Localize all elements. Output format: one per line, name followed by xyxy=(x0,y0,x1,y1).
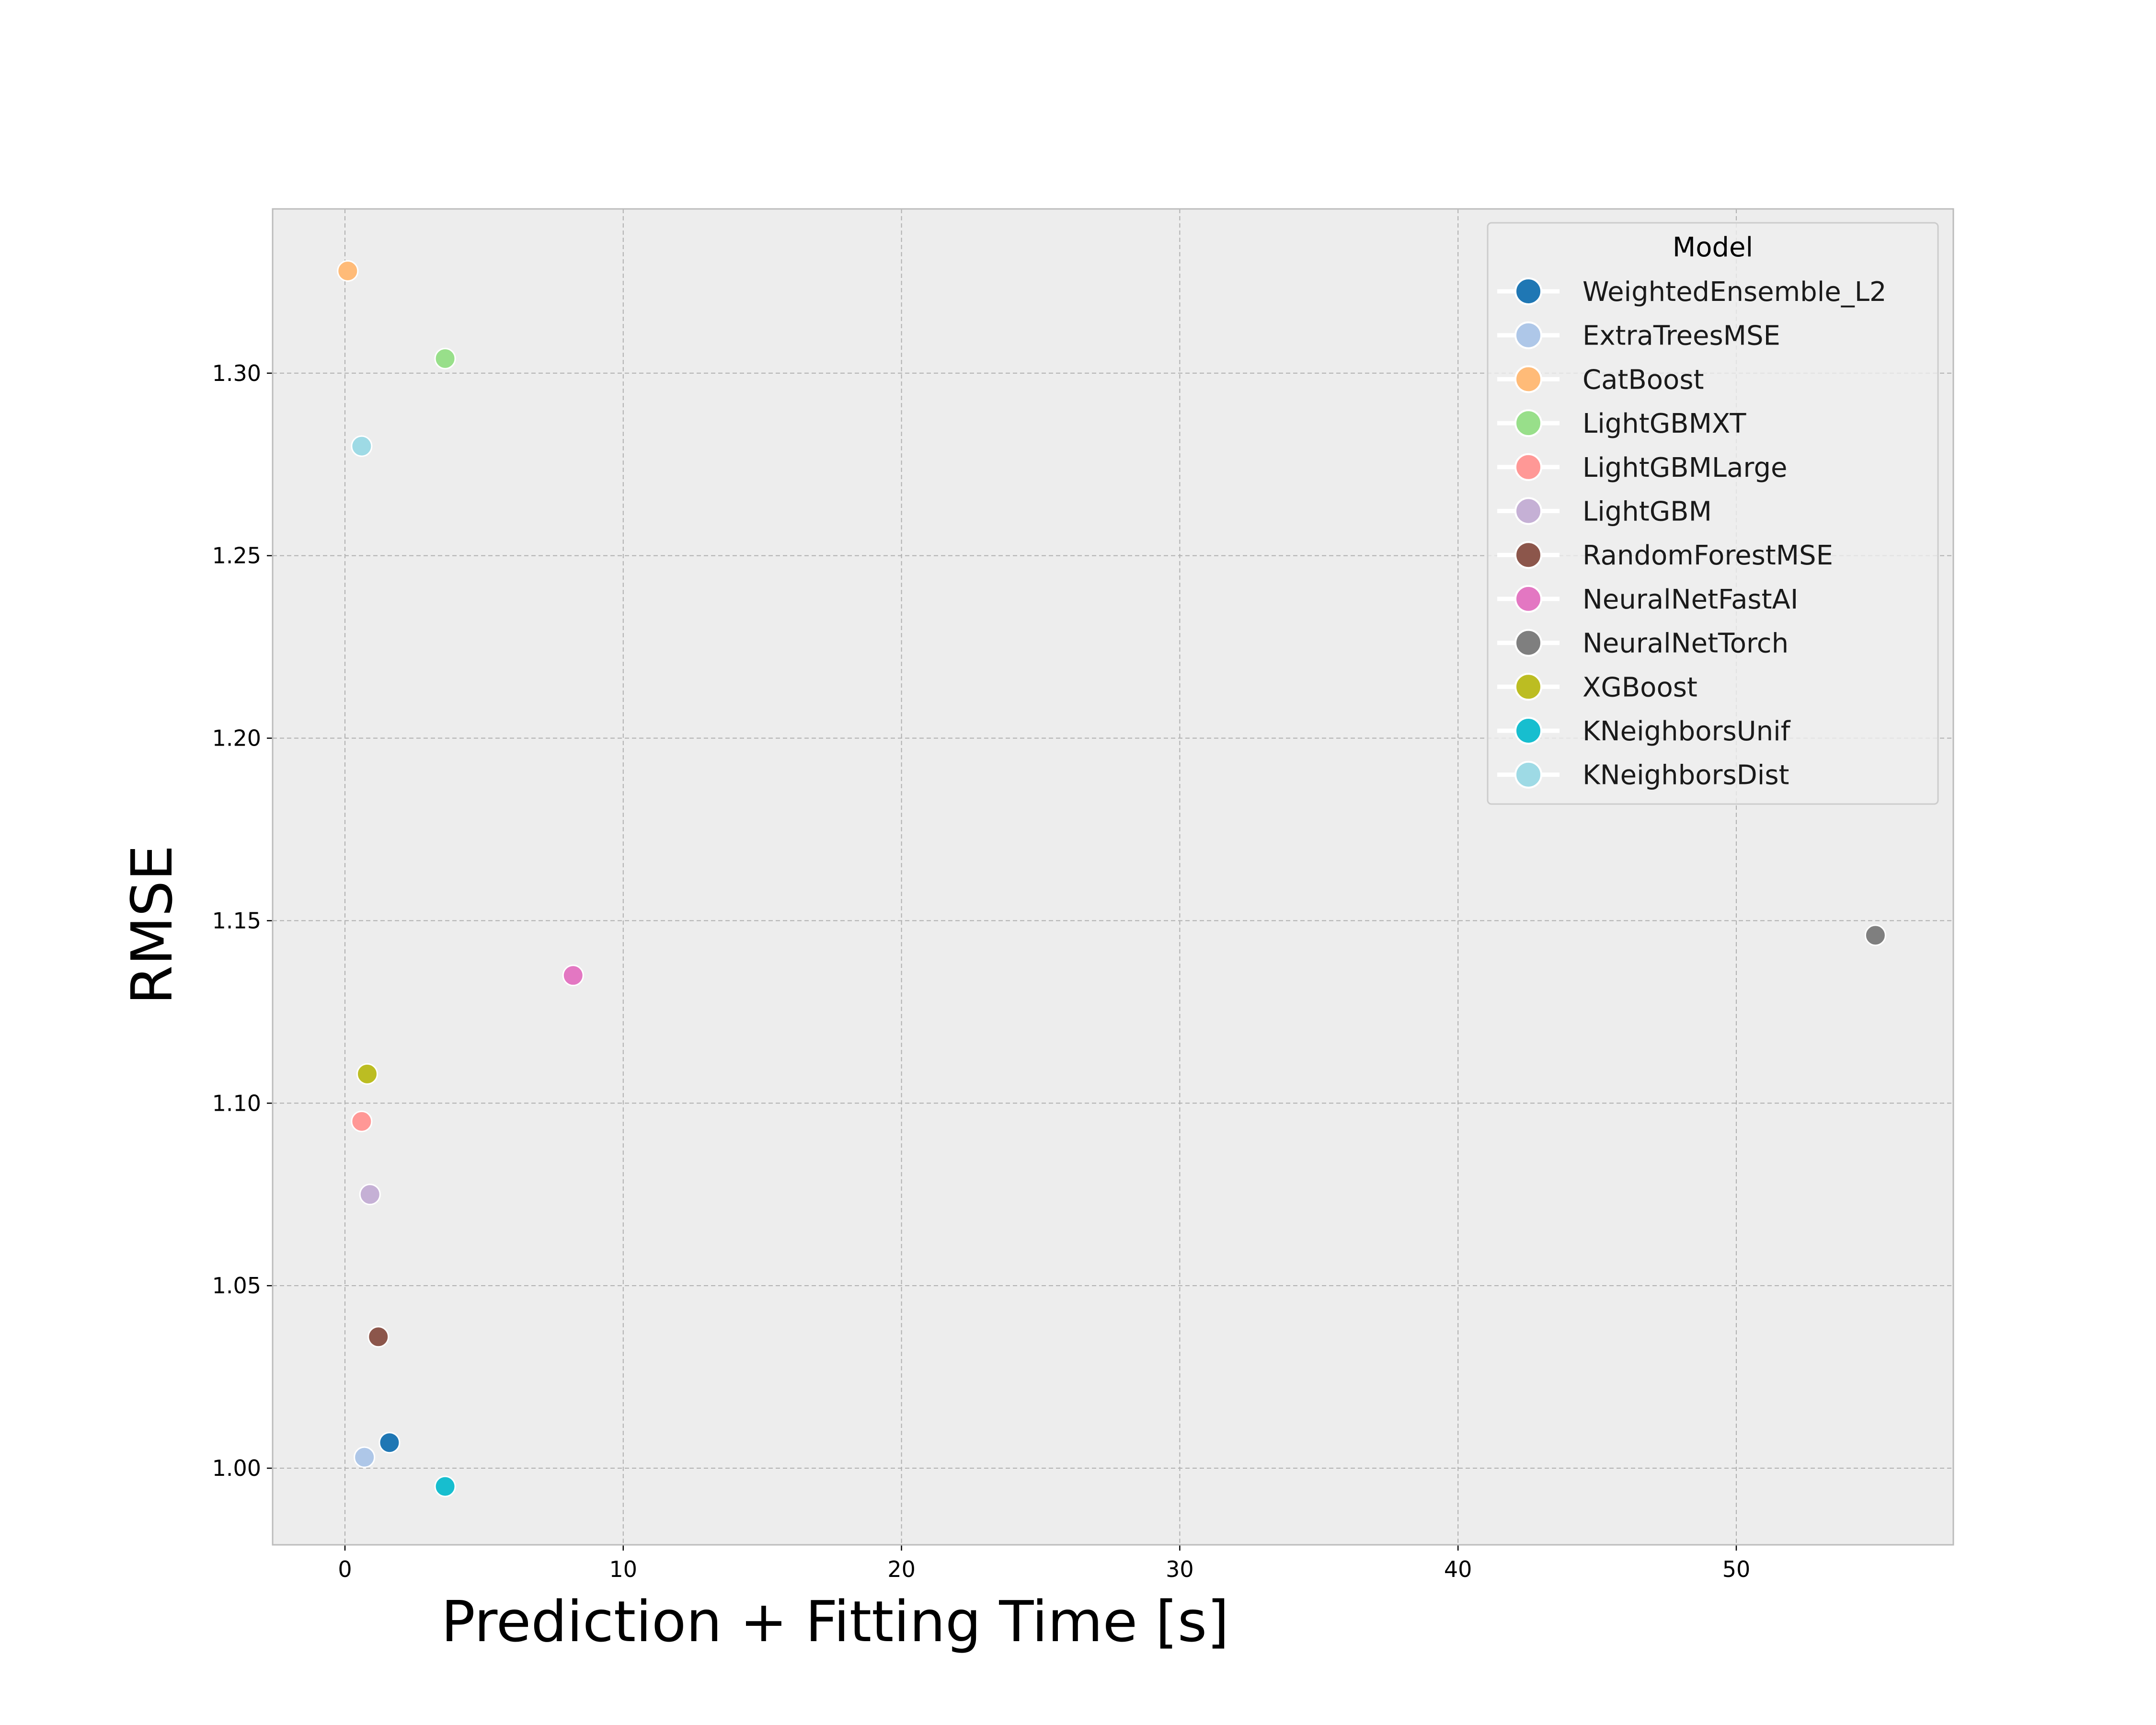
data-point xyxy=(1864,924,1886,946)
legend-label: CatBoost xyxy=(1583,364,1704,395)
x-axis-title: Prediction + Fitting Time [s] xyxy=(441,1588,1229,1655)
legend-title: Model xyxy=(1673,232,1753,263)
y-axis-title: RMSE xyxy=(119,845,185,1004)
y-tick-label: 1.05 xyxy=(212,1273,261,1299)
data-point xyxy=(356,1063,378,1085)
legend-label: XGBoost xyxy=(1583,672,1697,703)
legend-marker xyxy=(1514,409,1542,437)
legend-marker xyxy=(1514,321,1542,349)
legend-marker xyxy=(1514,541,1542,569)
x-tick-label: 30 xyxy=(1166,1556,1194,1582)
y-tick-label: 1.15 xyxy=(212,908,261,933)
legend-marker xyxy=(1514,453,1542,481)
x-tick-label: 20 xyxy=(887,1556,916,1582)
legend-label: RandomForestMSE xyxy=(1583,540,1833,571)
x-tick-label: 50 xyxy=(1722,1556,1751,1582)
legend-label: NeuralNetTorch xyxy=(1583,628,1789,659)
data-point xyxy=(337,260,359,282)
legend-marker xyxy=(1514,629,1542,657)
legend-marker xyxy=(1514,717,1542,745)
data-point xyxy=(354,1446,376,1468)
data-point xyxy=(367,1326,390,1348)
data-point xyxy=(434,347,456,369)
legend-marker xyxy=(1514,673,1542,701)
legend-marker xyxy=(1514,760,1542,789)
y-tick-label: 1.25 xyxy=(212,543,261,569)
axis-ticks: 0 10 20 30 40 50 1.00 1.05 1.10 1.15 1.20 1.25 1.30 xyxy=(212,360,1751,1582)
data-points xyxy=(337,260,1886,1497)
legend-marker xyxy=(1514,365,1542,393)
data-point xyxy=(351,435,373,457)
x-tick-label: 10 xyxy=(609,1556,638,1582)
data-point xyxy=(378,1432,401,1454)
x-tick-label: 40 xyxy=(1444,1556,1472,1582)
data-point xyxy=(359,1184,381,1206)
legend-label: KNeighborsDist xyxy=(1583,760,1789,791)
legend-label: LightGBMLarge xyxy=(1583,452,1787,483)
legend-label: WeightedEnsemble_L2 xyxy=(1583,276,1887,308)
data-point xyxy=(351,1110,373,1132)
data-point xyxy=(434,1475,456,1497)
x-tick-label: 0 xyxy=(338,1556,352,1582)
y-tick-label: 1.10 xyxy=(212,1090,261,1116)
legend-label: LightGBM xyxy=(1583,496,1712,528)
legend-box xyxy=(1487,222,1939,805)
data-point xyxy=(562,965,584,987)
legend-marker xyxy=(1514,497,1542,525)
y-tick-label: 1.00 xyxy=(212,1455,261,1481)
legend: Model WeightedEnsemble_L2 ExtraTreesMSE Ca… xyxy=(1487,222,1939,805)
legend-marker xyxy=(1514,277,1542,305)
legend-label: NeuralNetFastAI xyxy=(1583,584,1798,615)
y-tick-label: 1.20 xyxy=(212,725,261,751)
legend-label: KNeighborsUnif xyxy=(1583,716,1791,747)
y-tick-label: 1.30 xyxy=(212,360,261,386)
plot-frame xyxy=(272,208,1954,1546)
legend-marker xyxy=(1514,585,1542,613)
legend-label: ExtraTreesMSE xyxy=(1583,321,1780,352)
legend-label: LightGBMXT xyxy=(1583,408,1746,439)
